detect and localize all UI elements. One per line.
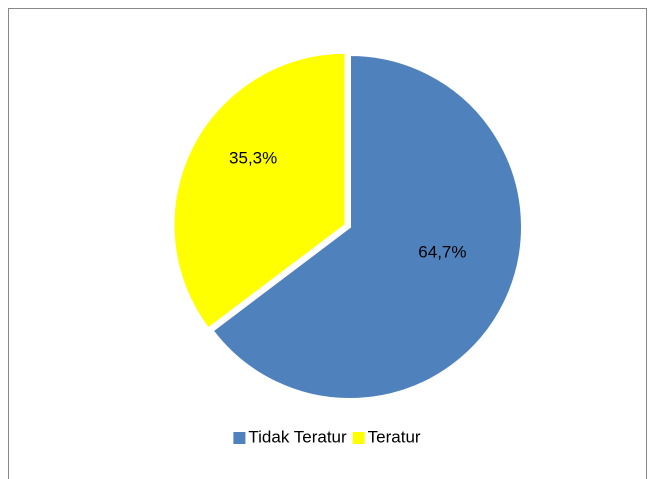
legend-label: Tidak Teratur [248, 427, 347, 446]
data-label: 64,7% [418, 242, 466, 261]
legend-label: Teratur [368, 427, 421, 446]
legend-swatch [352, 432, 365, 444]
pie-slice [172, 51, 347, 330]
data-label: 35,3% [229, 148, 277, 167]
legend-swatch [233, 432, 246, 444]
pie-slice [211, 53, 523, 400]
